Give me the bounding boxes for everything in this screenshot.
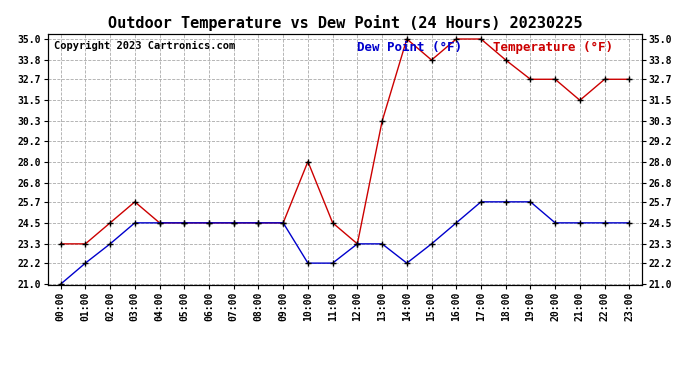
Title: Outdoor Temperature vs Dew Point (24 Hours) 20230225: Outdoor Temperature vs Dew Point (24 Hou… <box>108 15 582 31</box>
Text: Dew Point (°F): Dew Point (°F) <box>357 41 462 54</box>
Text: Temperature (°F): Temperature (°F) <box>493 41 613 54</box>
Text: Copyright 2023 Cartronics.com: Copyright 2023 Cartronics.com <box>55 41 235 51</box>
